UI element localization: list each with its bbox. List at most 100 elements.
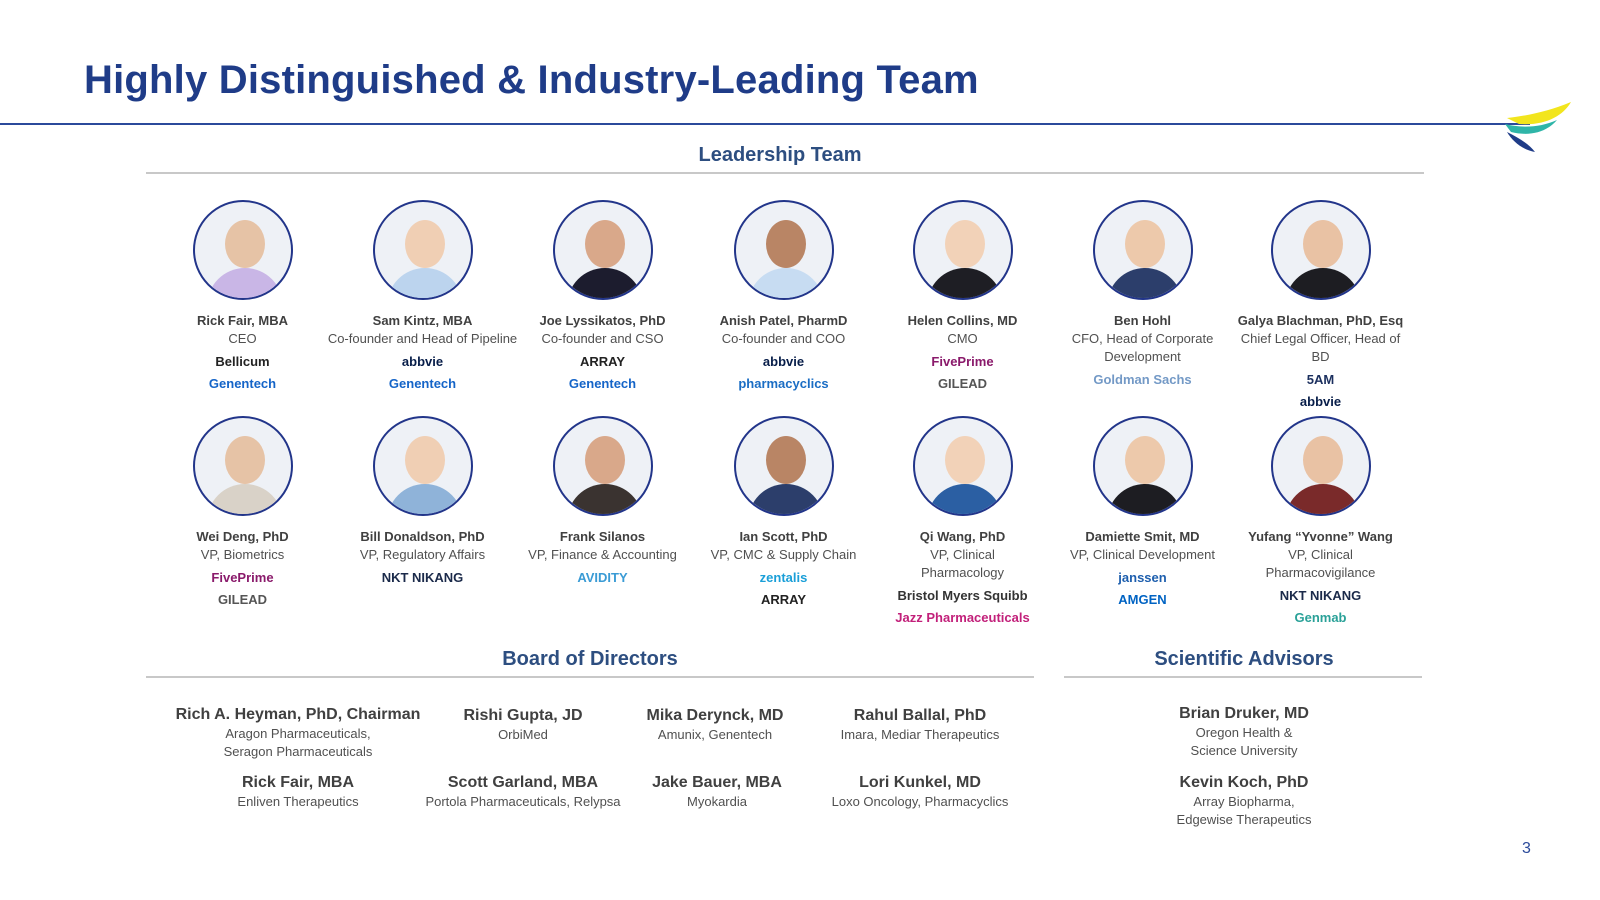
company-logo: 5AM bbox=[1306, 372, 1335, 387]
advisors-divider bbox=[1064, 676, 1422, 678]
leader-name: Joe Lyssikatos, PhD bbox=[539, 313, 666, 328]
board-member-name: Rishi Gupta, JD bbox=[463, 707, 583, 724]
leader-name: Bill Donaldson, PhD bbox=[360, 529, 485, 544]
avatar bbox=[552, 416, 653, 516]
company-logo: Genentech bbox=[568, 376, 637, 391]
company-logo: janssen bbox=[1118, 570, 1167, 585]
advisor-affiliation: Array Biopharma, Edgewise Therapeutics bbox=[1176, 794, 1312, 827]
company-logo: FivePrime bbox=[931, 354, 994, 369]
leader-name: Damiette Smit, MD bbox=[1085, 529, 1200, 544]
company-logo: Genmab bbox=[1294, 610, 1347, 625]
leader-name: Qi Wang, PhD bbox=[919, 529, 1006, 544]
leader-card: Sam Kintz, MBA Co-founder and Head of Pip… bbox=[320, 200, 525, 395]
company-logo: FivePrime bbox=[211, 570, 274, 585]
leader-role: VP, Clinical Pharmacovigilance bbox=[1265, 547, 1376, 580]
company-logo: Jazz Pharmaceuticals bbox=[895, 610, 1030, 625]
company-logo: NKT NIKANG bbox=[1279, 588, 1362, 603]
leader-card: Wei Deng, PhD VP, Biometrics FivePrime GILE… bbox=[140, 416, 345, 611]
leader-name: Rick Fair, MBA bbox=[196, 313, 289, 328]
company-logos: janssen AMGEN bbox=[1040, 567, 1245, 611]
leader-role: Co-founder and COO bbox=[721, 331, 846, 346]
leader-card: Frank Silanos VP, Finance & Accounting AVI… bbox=[500, 416, 705, 589]
leader-card: Rick Fair, MBA CEO Bellicum Genentech bbox=[140, 200, 345, 395]
page-title: Highly Distinguished & Industry-Leading … bbox=[84, 58, 979, 102]
leader-role: Chief Legal Officer, Head of BD bbox=[1240, 331, 1401, 364]
board-member-affiliation: Amunix, Genentech bbox=[657, 727, 773, 742]
avatar bbox=[912, 416, 1013, 516]
board-member: Rich A. Heyman, PhD, Chairman Aragon Pha… bbox=[173, 705, 423, 761]
avatar bbox=[1092, 416, 1193, 516]
leader-card: Qi Wang, PhD VP, Clinical Pharmacology Bri… bbox=[860, 416, 1065, 629]
company-logo: GILEAD bbox=[937, 376, 988, 391]
avatar bbox=[192, 416, 293, 516]
company-logo: NKT NIKANG bbox=[381, 570, 464, 585]
company-logos: Bellicum Genentech bbox=[140, 351, 345, 395]
company-logo: abbvie bbox=[762, 354, 805, 369]
board-member: Rahul Ballal, PhD Imara, Mediar Therapeu… bbox=[795, 706, 1045, 744]
leader-name: Anish Patel, PharmD bbox=[719, 313, 848, 328]
avatar bbox=[1092, 200, 1193, 300]
company-logo-mark bbox=[1505, 102, 1571, 152]
leader-role: CFO, Head of Corporate Development bbox=[1071, 331, 1214, 364]
leader-role: CEO bbox=[228, 331, 257, 346]
company-logos: NKT NIKANG bbox=[320, 567, 525, 589]
leader-role: VP, Finance & Accounting bbox=[528, 547, 677, 562]
company-logo: Bristol Myers Squibb bbox=[897, 588, 1028, 603]
board-member: Jake Bauer, MBA Myokardia bbox=[592, 773, 842, 811]
advisor-member: Kevin Koch, PhD Array Biopharma, Edgewis… bbox=[1119, 773, 1369, 829]
board-member-name: Jake Bauer, MBA bbox=[652, 774, 782, 791]
leader-card: Ben Hohl CFO, Head of Corporate Developme… bbox=[1040, 200, 1245, 391]
leader-name: Sam Kintz, MBA bbox=[372, 313, 473, 328]
advisor-member: Brian Druker, MD Oregon Health & Science… bbox=[1119, 704, 1369, 760]
board-member-name: Lori Kunkel, MD bbox=[859, 774, 981, 791]
leader-card: Helen Collins, MD CMO FivePrime GILEAD bbox=[860, 200, 1065, 395]
title-divider bbox=[0, 123, 1530, 125]
company-logos: NKT NIKANG Genmab bbox=[1218, 585, 1423, 629]
board-member-name: Scott Garland, MBA bbox=[447, 774, 599, 791]
board-heading: Board of Directors bbox=[502, 648, 678, 670]
board-member-affiliation: Myokardia bbox=[687, 794, 747, 809]
company-logos: FivePrime GILEAD bbox=[140, 567, 345, 611]
company-logo: abbvie bbox=[1299, 394, 1342, 409]
leader-name: Galya Blachman, PhD, Esq bbox=[1237, 313, 1404, 328]
company-logo: ARRAY bbox=[760, 592, 807, 607]
company-logos: AVIDITY bbox=[500, 567, 705, 589]
company-logo: Genentech bbox=[388, 376, 457, 391]
company-logo: abbvie bbox=[401, 354, 444, 369]
leader-name: Ian Scott, PhD bbox=[739, 529, 828, 544]
company-logos: FivePrime GILEAD bbox=[860, 351, 1065, 395]
avatar bbox=[552, 200, 653, 300]
avatar bbox=[1270, 200, 1371, 300]
leader-name: Yufang “Yvonne” Wang bbox=[1248, 529, 1393, 544]
company-logo: Goldman Sachs bbox=[1093, 372, 1192, 387]
page-number: 3 bbox=[1522, 840, 1531, 857]
board-member: Rishi Gupta, JD OrbiMed bbox=[398, 706, 648, 744]
board-member-affiliation: Imara, Mediar Therapeutics bbox=[840, 727, 1000, 742]
company-logos: Bristol Myers Squibb Jazz Pharmaceuticals bbox=[860, 585, 1065, 629]
board-member-name: Rahul Ballal, PhD bbox=[853, 707, 987, 724]
board-member: Mika Derynck, MD Amunix, Genentech bbox=[590, 706, 840, 744]
leader-role: Co-founder and Head of Pipeline bbox=[327, 331, 518, 346]
company-logo: GILEAD bbox=[217, 592, 268, 607]
leadership-heading: Leadership Team bbox=[698, 144, 862, 166]
leader-card: Yufang “Yvonne” Wang VP, Clinical Pharmac… bbox=[1218, 416, 1423, 629]
company-logo: pharmacyclics bbox=[738, 376, 829, 391]
leader-name: Ben Hohl bbox=[1113, 313, 1172, 328]
leadership-divider bbox=[146, 172, 1424, 174]
avatar bbox=[733, 200, 834, 300]
board-member-affiliation: Portola Pharmaceuticals, Relypsa bbox=[425, 794, 621, 809]
leader-card: Bill Donaldson, PhD VP, Regulatory Affair… bbox=[320, 416, 525, 589]
leader-role: VP, CMC & Supply Chain bbox=[710, 547, 857, 562]
avatar bbox=[372, 200, 473, 300]
company-logo: ARRAY bbox=[579, 354, 626, 369]
advisor-name: Brian Druker, MD bbox=[1179, 705, 1309, 722]
leader-card: Ian Scott, PhD VP, CMC & Supply Chain zent… bbox=[681, 416, 886, 611]
company-logo: Genentech bbox=[208, 376, 277, 391]
board-member: Rick Fair, MBA Enliven Therapeutics bbox=[173, 773, 423, 811]
avatar bbox=[372, 416, 473, 516]
company-logos: zentalis ARRAY bbox=[681, 567, 886, 611]
company-logos: abbvie pharmacyclics bbox=[681, 351, 886, 395]
leader-role: VP, Clinical Development bbox=[1070, 547, 1215, 562]
board-member-affiliation: OrbiMed bbox=[498, 727, 548, 742]
leader-name: Helen Collins, MD bbox=[907, 313, 1018, 328]
